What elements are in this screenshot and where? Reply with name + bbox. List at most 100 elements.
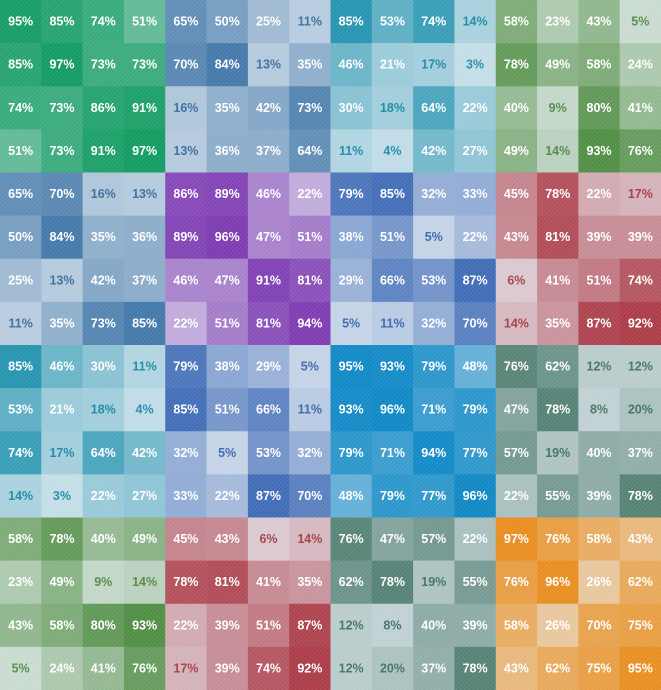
heatmap-cell-texture bbox=[82, 215, 125, 260]
heatmap-cell-texture bbox=[82, 345, 125, 389]
heatmap-cell-texture bbox=[165, 431, 207, 475]
heatmap-cell-label: 16% bbox=[173, 101, 198, 115]
heatmap-cell-texture bbox=[454, 474, 497, 518]
heatmap-cell-texture bbox=[165, 215, 207, 260]
heatmap-cell-label: 58% bbox=[8, 532, 33, 546]
heatmap-cell-label: 51% bbox=[215, 403, 240, 417]
heatmap-cell-label: 93% bbox=[380, 360, 405, 374]
heatmap-cell-texture bbox=[247, 603, 290, 648]
heatmap-cell-texture bbox=[0, 431, 42, 475]
heatmap-cell-label: 76% bbox=[132, 661, 157, 675]
heatmap-cell-texture bbox=[619, 345, 661, 389]
heatmap-cell-label: 58% bbox=[49, 618, 74, 632]
heatmap-cell-texture bbox=[619, 258, 661, 303]
heatmap-cell-texture bbox=[619, 560, 661, 605]
heatmap-cell-texture bbox=[165, 43, 207, 87]
heatmap-cell-texture bbox=[82, 258, 125, 303]
heatmap-cell-label: 43% bbox=[504, 661, 529, 675]
heatmap-cell-label: 96% bbox=[215, 230, 240, 244]
heatmap-cell-texture bbox=[330, 474, 373, 518]
heatmap-cell-label: 41% bbox=[628, 101, 653, 115]
heatmap-cell-texture bbox=[82, 0, 125, 44]
heatmap-cell-texture bbox=[371, 517, 414, 561]
heatmap-cell-label: 78% bbox=[380, 575, 405, 589]
heatmap-cell-texture bbox=[206, 474, 249, 518]
heatmap-cell-label: 39% bbox=[463, 618, 488, 632]
heatmap-cell-texture bbox=[82, 517, 125, 561]
heatmap-cell-label: 36% bbox=[215, 144, 240, 158]
heatmap-cell-label: 49% bbox=[545, 58, 570, 72]
heatmap-cell-label: 57% bbox=[504, 446, 529, 460]
heatmap-cell-texture bbox=[0, 345, 42, 389]
heatmap-cell-texture bbox=[289, 345, 331, 389]
heatmap-cell-label: 51% bbox=[215, 316, 240, 330]
heatmap-cell-texture bbox=[578, 301, 620, 346]
heatmap-cell-texture bbox=[371, 345, 414, 389]
heatmap-cell-label: 43% bbox=[628, 532, 653, 546]
heatmap-cell-texture bbox=[578, 345, 620, 389]
heatmap-cell-texture bbox=[206, 560, 249, 605]
heatmap-cell-texture bbox=[495, 646, 538, 690]
heatmap-cell-label: 19% bbox=[545, 446, 570, 460]
heatmap-cell-texture bbox=[41, 431, 83, 475]
heatmap-cell-texture bbox=[371, 646, 414, 690]
heatmap-cell-texture bbox=[206, 86, 249, 130]
heatmap-cell-label: 73% bbox=[49, 101, 74, 115]
heatmap-cell-texture bbox=[247, 301, 290, 346]
heatmap-cell-texture bbox=[371, 86, 414, 130]
heatmap-cell-label: 13% bbox=[49, 273, 74, 287]
heatmap-cell-label: 12% bbox=[339, 618, 364, 632]
heatmap-cell-label: 21% bbox=[49, 403, 74, 417]
heatmap-cell-label: 51% bbox=[256, 618, 281, 632]
heatmap-cell-label: 14% bbox=[297, 532, 322, 546]
heatmap-cell-label: 30% bbox=[339, 101, 364, 115]
heatmap-cell-label: 30% bbox=[91, 360, 116, 374]
heatmap-cell-texture bbox=[495, 345, 538, 389]
heatmap-cell-label: 75% bbox=[628, 618, 653, 632]
heatmap-cell-label: 58% bbox=[587, 58, 612, 72]
heatmap-cell-texture bbox=[0, 560, 42, 605]
heatmap-cell-texture bbox=[206, 258, 249, 303]
heatmap-cell-texture bbox=[619, 431, 661, 475]
heatmap-cell-texture bbox=[123, 0, 166, 44]
heatmap-cell-label: 4% bbox=[383, 144, 401, 158]
heatmap-cell-texture bbox=[454, 43, 497, 87]
heatmap-cell-label: 5% bbox=[631, 15, 649, 29]
heatmap-cell-texture bbox=[247, 258, 290, 303]
heatmap-cell-texture bbox=[619, 172, 661, 216]
heatmap-cell-label: 23% bbox=[545, 15, 570, 29]
heatmap-cell-label: 46% bbox=[49, 360, 74, 374]
heatmap-cell-texture bbox=[413, 0, 455, 44]
heatmap-cell-label: 14% bbox=[132, 575, 157, 589]
heatmap-cell-texture bbox=[247, 215, 290, 260]
heatmap-cell-texture bbox=[123, 258, 166, 303]
heatmap-cell-label: 32% bbox=[297, 446, 322, 460]
heatmap-cell-label: 22% bbox=[215, 489, 240, 503]
heatmap-cell-label: 64% bbox=[297, 144, 322, 158]
heatmap-cell-texture bbox=[165, 86, 207, 130]
heatmap-cell-texture bbox=[289, 43, 331, 87]
heatmap-cell-label: 79% bbox=[339, 446, 364, 460]
heatmap-cell-label: 5% bbox=[342, 316, 360, 330]
heatmap-cell-label: 37% bbox=[421, 661, 446, 675]
heatmap-cell-label: 18% bbox=[380, 101, 405, 115]
heatmap-cell-label: 58% bbox=[504, 15, 529, 29]
heatmap-cell-label: 17% bbox=[628, 187, 653, 201]
heatmap-cell-texture bbox=[82, 388, 125, 432]
heatmap-cell-label: 81% bbox=[545, 230, 570, 244]
heatmap-cell-texture bbox=[578, 603, 620, 648]
heatmap-cell-texture bbox=[619, 388, 661, 432]
heatmap-cell-texture bbox=[41, 129, 83, 173]
heatmap-cell-label: 78% bbox=[504, 58, 529, 72]
heatmap-cell-texture bbox=[578, 258, 620, 303]
heatmap-cell-label: 37% bbox=[256, 144, 281, 158]
heatmap-cell-texture bbox=[495, 603, 538, 648]
heatmap-cell-texture bbox=[206, 301, 249, 346]
heatmap-cell-label: 95% bbox=[628, 661, 653, 675]
heatmap-cell-label: 43% bbox=[587, 15, 612, 29]
heatmap-cell-texture bbox=[289, 129, 331, 173]
heatmap-cell-label: 87% bbox=[463, 273, 488, 287]
heatmap-cell-label: 41% bbox=[91, 661, 116, 675]
heatmap-cell-texture bbox=[495, 215, 538, 260]
